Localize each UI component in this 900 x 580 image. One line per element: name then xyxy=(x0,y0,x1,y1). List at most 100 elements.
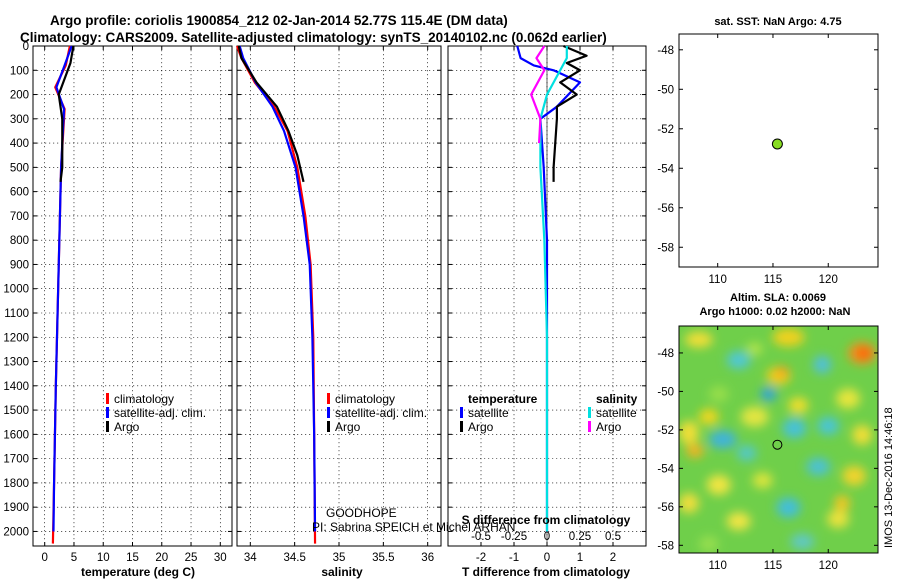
legend-swatch-t-argo xyxy=(460,421,463,432)
sla-anomaly xyxy=(679,493,699,514)
sla-anomaly xyxy=(857,347,872,360)
t-difference-axis-label: T difference from climatology xyxy=(462,565,630,579)
y-tick-label: -48 xyxy=(657,348,674,360)
x-tick-label: 10 xyxy=(97,552,110,564)
y-tick-label: -56 xyxy=(657,203,674,215)
temperature-panel: 0 5 10 15 20 25 300100200300400500600700800900… xyxy=(3,41,233,564)
sla-anomaly xyxy=(708,386,729,403)
temperature-legend: climatology satellite-adj. clim. Argo xyxy=(106,392,206,434)
sla-anomaly xyxy=(782,418,807,439)
temperature-axis-label: temperature (deg C) xyxy=(81,565,195,579)
y-tick-label: 600 xyxy=(10,187,29,199)
y-tick-label: 1100 xyxy=(4,308,29,320)
legend-swatch-satellite xyxy=(327,407,330,418)
credit-project: GOODHOPE xyxy=(326,506,397,520)
x-tick-label: 1 xyxy=(577,552,583,564)
float-position-marker xyxy=(772,439,783,450)
altimetry-title-line1: Altim. SLA: 0.0069 xyxy=(730,292,826,304)
y-tick-label: -50 xyxy=(657,84,674,96)
y-tick-label: -58 xyxy=(657,540,674,552)
series-line-argo xyxy=(57,45,75,183)
legend-swatch-s-argo xyxy=(588,421,591,432)
sla-anomaly xyxy=(776,497,801,518)
altimetry-title-line2: Argo h1000: 0.02 h2000: NaN xyxy=(699,306,850,318)
series-line-salinity-argo xyxy=(530,45,546,144)
sla-anomaly xyxy=(852,424,873,445)
series-line-argo xyxy=(237,45,305,183)
series-line-temperature-argo xyxy=(552,44,588,182)
y-tick-label: -58 xyxy=(657,242,674,254)
x-tick-label: 115 xyxy=(764,274,782,286)
x2-tick-label: 0.25 xyxy=(569,531,591,543)
legend-swatch-argo xyxy=(106,421,109,432)
y-tick-label: 300 xyxy=(10,114,29,126)
x2-tick-label: 0 xyxy=(544,531,550,543)
x2-tick-label: 0.5 xyxy=(605,531,621,543)
sla-anomaly xyxy=(772,328,805,347)
header-title-line1: Argo profile: coriolis 1900854_212 02-Ja… xyxy=(50,13,508,28)
x-tick-label: 110 xyxy=(709,274,727,286)
y-tick-label: 0 xyxy=(23,41,29,53)
sla-anomaly xyxy=(746,342,763,355)
y-tick-label: -56 xyxy=(657,502,674,514)
sst-map-panel: 110 115 120 -48 -50 -52 -54 -56 -58 xyxy=(657,33,879,286)
salinity-panel: 34 34.5 35 35.5 36 xyxy=(235,45,442,564)
y-tick-label: -48 xyxy=(657,45,674,57)
x-tick-label: 36 xyxy=(421,552,434,564)
sla-anomaly xyxy=(776,366,789,377)
legend-label-s-argo: Argo xyxy=(596,420,622,434)
sla-anomaly xyxy=(760,387,777,402)
y-tick-label: 1500 xyxy=(3,405,29,417)
series-line-climatology xyxy=(235,45,317,544)
sla-anomaly xyxy=(736,445,757,462)
salinity-axis-label: salinity xyxy=(321,565,363,579)
altimetry-map-panel: 110 115 120 -48 -50 -52 -54 -56 -58 xyxy=(657,325,879,572)
sla-anomaly xyxy=(836,388,861,409)
credit-pi: PI: Sabrina SPEICH et Michel ARHAN xyxy=(312,520,515,534)
legend-label-satellite: satellite-adj. clim. xyxy=(114,406,206,420)
x-tick-label: 0 xyxy=(544,552,550,564)
map-frame xyxy=(678,33,879,268)
legend-swatch-argo xyxy=(327,421,330,432)
x-tick-label: 20 xyxy=(155,552,168,564)
legend-label-argo: Argo xyxy=(114,420,140,434)
series-line-satellite-adj-clim- xyxy=(52,45,73,532)
sla-anomaly xyxy=(679,420,699,445)
legend-label-climatology: climatology xyxy=(114,392,174,406)
x-tick-label: 34 xyxy=(244,552,257,564)
legend-swatch-t-satellite xyxy=(460,407,463,418)
sla-anomaly xyxy=(726,351,751,370)
sst-map-title: sat. SST: NaN Argo: 4.75 xyxy=(714,16,841,28)
sla-anomaly xyxy=(806,457,831,476)
legend-title-temperature: temperature xyxy=(468,392,538,406)
sla-anomaly xyxy=(684,331,713,348)
sla-anomaly xyxy=(698,535,719,552)
x-tick-label: -1 xyxy=(509,552,519,564)
sla-anomaly xyxy=(834,495,851,512)
sla-anomaly xyxy=(790,533,815,550)
x2-tick-label: -0.5 xyxy=(471,531,491,543)
x-tick-label: 15 xyxy=(126,552,139,564)
y-tick-label: -52 xyxy=(657,425,674,437)
x-tick-label: 115 xyxy=(764,560,782,572)
x2-tick-label: -0.25 xyxy=(501,531,527,543)
x-tick-label: 2 xyxy=(610,552,616,564)
y-tick-label: -54 xyxy=(657,463,674,475)
difference-legend: temperature salinity satellite Argo sate… xyxy=(460,392,638,434)
sla-anomaly xyxy=(685,443,704,458)
sla-anomaly xyxy=(698,408,719,425)
s-difference-axis-label: S difference from climatology xyxy=(462,513,631,527)
sla-anomaly xyxy=(827,509,850,528)
sla-anomaly xyxy=(708,430,737,449)
sla-anomaly xyxy=(788,397,809,414)
salinity-legend: climatology satellite-adj. clim. Argo xyxy=(327,392,427,434)
y-tick-label: 800 xyxy=(10,235,29,247)
y-tick-label: 100 xyxy=(10,65,29,77)
sla-anomaly xyxy=(726,512,751,531)
legend-swatch-satellite xyxy=(106,407,109,418)
sla-anomaly xyxy=(817,416,840,435)
y-tick-label: -52 xyxy=(657,124,674,136)
y-tick-label: 900 xyxy=(10,259,29,271)
y-tick-label: 700 xyxy=(10,211,29,223)
legend-swatch-climatology xyxy=(327,393,330,404)
